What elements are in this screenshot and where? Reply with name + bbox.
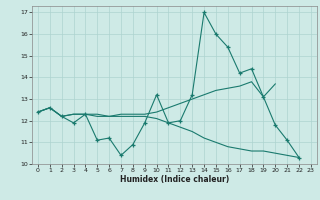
X-axis label: Humidex (Indice chaleur): Humidex (Indice chaleur) (120, 175, 229, 184)
